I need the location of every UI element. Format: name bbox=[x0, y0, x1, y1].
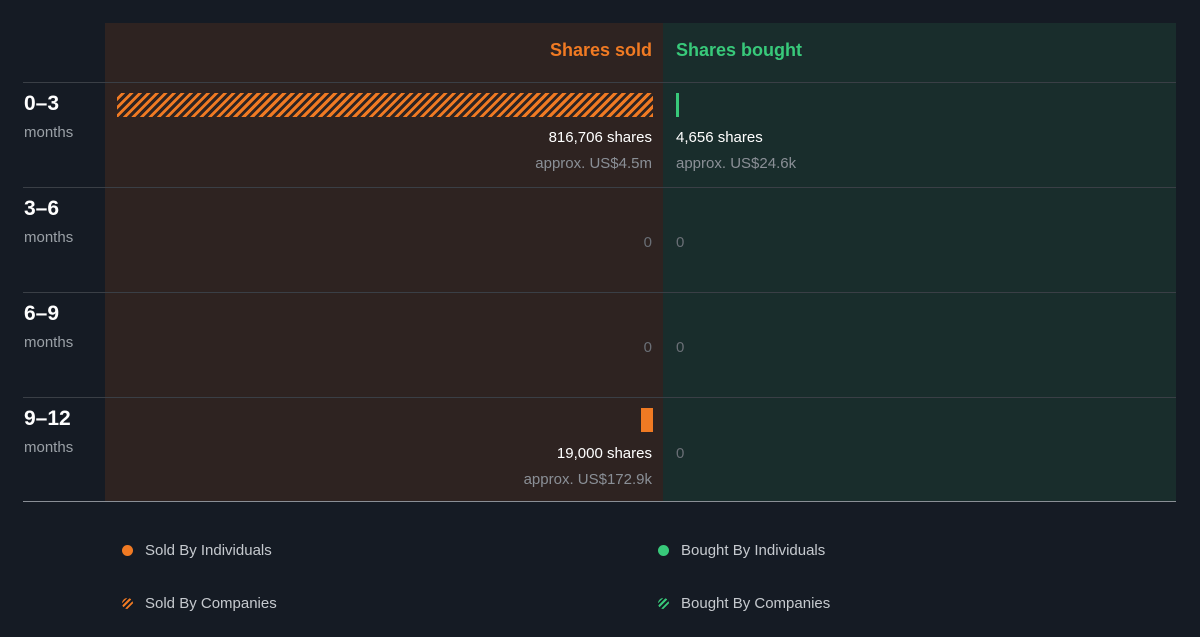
row-divider bbox=[23, 82, 1176, 83]
bought-shares-value: 4,656 shares bbox=[676, 129, 763, 146]
sold-column-header: Shares sold bbox=[549, 40, 652, 60]
legend-bought-individuals: Bought By Individuals bbox=[658, 542, 825, 559]
legend-sold-companies: Sold By Companies bbox=[122, 595, 277, 612]
row-range: 6–9 bbox=[24, 302, 60, 325]
hatched-dot-icon bbox=[658, 598, 669, 609]
row-range: 9–12 bbox=[24, 407, 71, 430]
bought-zero-value: 0 bbox=[676, 445, 685, 462]
row-label: 0–3 months bbox=[24, 92, 73, 141]
sold-approx-value: approx. US$4.5m bbox=[535, 155, 652, 172]
legend-label: Sold By Companies bbox=[145, 595, 277, 612]
row-divider bbox=[23, 292, 1176, 293]
bar-sold-companies bbox=[117, 93, 653, 117]
sold-shares-value: 816,706 shares bbox=[548, 129, 652, 146]
bought-zero-value: 0 bbox=[676, 339, 685, 356]
bought-approx-value: approx. US$24.6k bbox=[676, 155, 797, 172]
row-range: 3–6 bbox=[24, 197, 60, 220]
row-unit: months bbox=[24, 439, 74, 456]
row-divider bbox=[23, 187, 1176, 188]
legend-label: Sold By Individuals bbox=[145, 542, 272, 559]
sold-approx-value: approx. US$172.9k bbox=[523, 471, 652, 488]
sold-zero-value: 0 bbox=[643, 234, 652, 251]
row-unit: months bbox=[24, 124, 74, 141]
solid-dot-icon bbox=[658, 545, 669, 556]
bought-column-header: Shares bought bbox=[676, 40, 803, 60]
row-unit: months bbox=[24, 229, 74, 246]
legend-bought-companies: Bought By Companies bbox=[658, 595, 830, 612]
legend-label: Bought By Individuals bbox=[681, 542, 826, 559]
row-unit: months bbox=[24, 334, 74, 351]
row-range: 0–3 bbox=[24, 92, 60, 115]
row-label: 9–12 months bbox=[24, 407, 73, 456]
bar-sold-individuals bbox=[641, 408, 653, 432]
bought-zero-value: 0 bbox=[676, 234, 685, 251]
sold-zero-value: 0 bbox=[643, 339, 652, 356]
legend-sold-individuals: Sold By Individuals bbox=[122, 542, 272, 559]
sold-shares-value: 19,000 shares bbox=[556, 445, 652, 462]
solid-dot-icon bbox=[122, 545, 133, 556]
bought-panel bbox=[663, 23, 1176, 501]
hatched-dot-icon bbox=[122, 598, 133, 609]
bar-bought-individuals bbox=[676, 93, 679, 117]
legend-label: Bought By Companies bbox=[681, 595, 831, 612]
row-label: 3–6 months bbox=[24, 197, 73, 246]
chart-baseline bbox=[23, 501, 1176, 502]
row-label: 6–9 months bbox=[24, 302, 73, 351]
row-divider bbox=[23, 397, 1176, 398]
